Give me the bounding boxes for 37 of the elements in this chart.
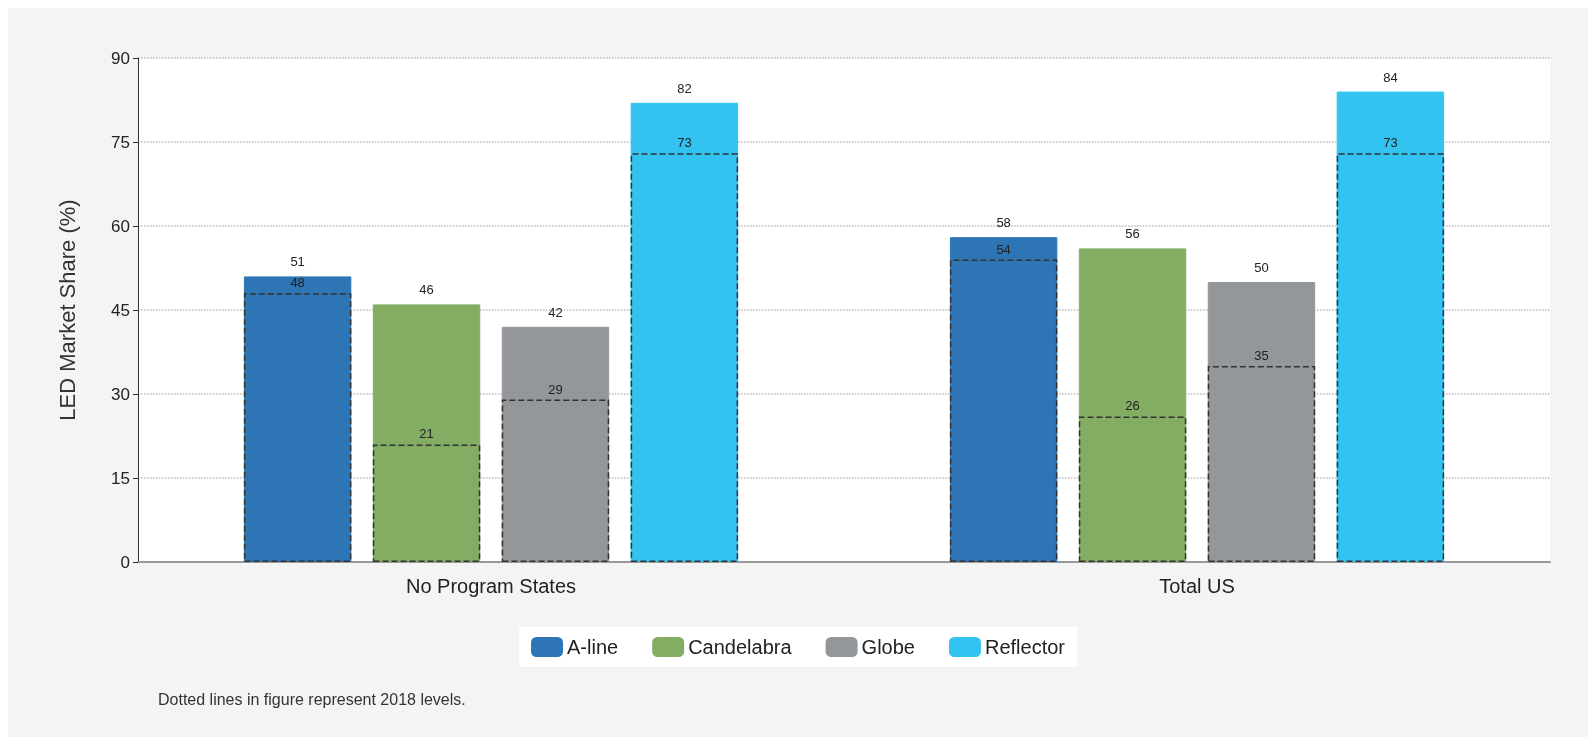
legend-label: A-line [567, 636, 619, 658]
data-label: 56 [1125, 226, 1140, 242]
y-tick-label: 45 [111, 300, 130, 320]
legend-label: Candelabra [688, 636, 793, 658]
data-label: 46 [419, 282, 434, 298]
bar [1078, 416, 1187, 562]
data-label: 73 [1383, 135, 1398, 151]
data-label: 35 [1254, 348, 1269, 363]
legend-label: Reflector [984, 636, 1066, 658]
x-tick-label: Total US [1159, 575, 1235, 597]
bar [1207, 366, 1316, 562]
data-label: 51 [290, 254, 305, 270]
data-label: 21 [419, 426, 434, 442]
y-axis-title: LED Market Share (%) [54, 199, 80, 421]
y-tick-label: 15 [111, 468, 130, 488]
bar [372, 444, 481, 562]
data-label: 84 [1383, 69, 1398, 85]
bar [501, 399, 610, 562]
data-label: 29 [548, 381, 563, 397]
data-label: 42 [548, 304, 563, 320]
y-tick-label: 75 [111, 132, 130, 152]
data-label: 58 [996, 215, 1011, 231]
data-label: 82 [677, 80, 692, 96]
data-label: 48 [290, 275, 305, 291]
x-tick-label: No Program States [405, 575, 577, 597]
y-tick-label: 60 [111, 216, 130, 236]
data-label: 50 [1254, 260, 1269, 275]
data-label: 54 [996, 241, 1011, 257]
bar [1078, 248, 1187, 562]
text: Dotted lines in figure represent 2018 levels. [158, 690, 466, 708]
y-tick-label: 30 [111, 384, 130, 404]
data-label: 73 [677, 135, 692, 151]
legend-label: Globe [861, 636, 915, 658]
bar [372, 304, 481, 562]
y-tick-label: 90 [111, 48, 130, 68]
y-tick-label: 0 [120, 552, 130, 572]
data-label: 26 [1125, 398, 1140, 414]
